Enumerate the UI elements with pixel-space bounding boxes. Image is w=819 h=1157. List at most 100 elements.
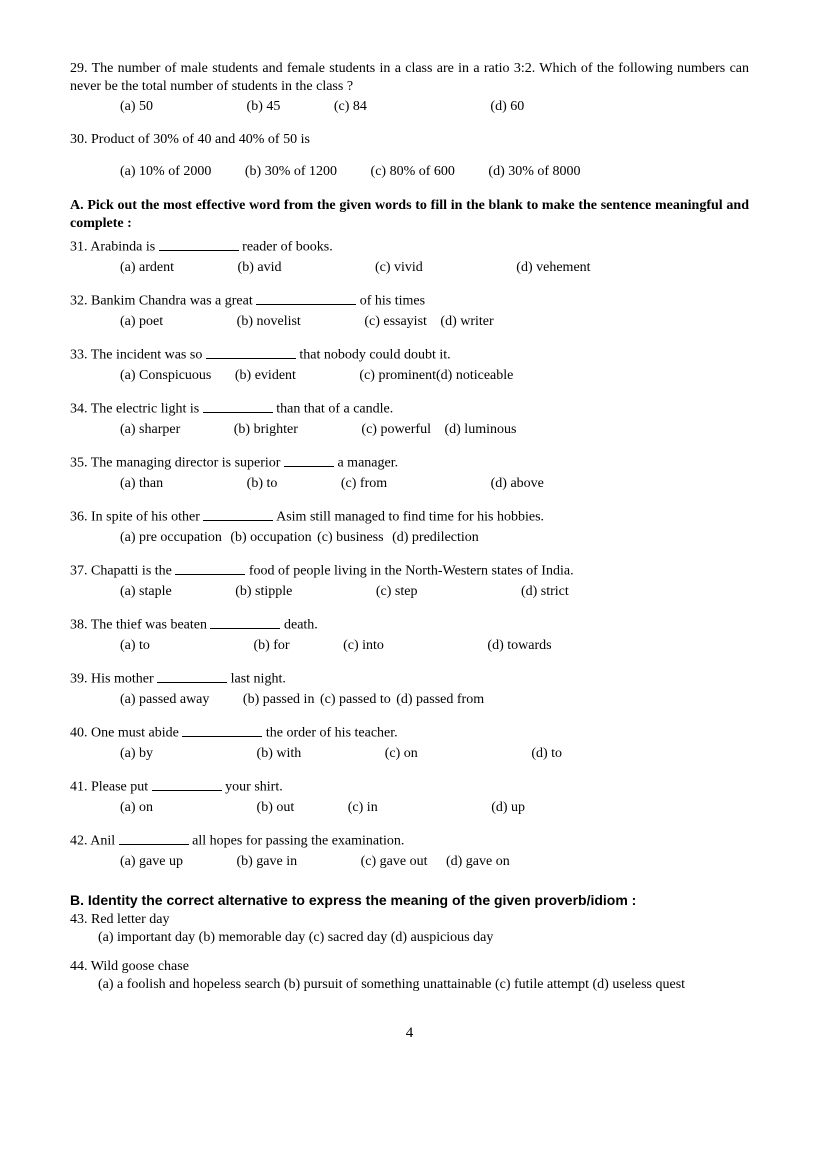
question-text: 33. The incident was so that nobody coul… (70, 345, 749, 365)
question-text: 34. The electric light is than that of a… (70, 399, 749, 419)
option-b: (b) gave in (236, 853, 297, 871)
option-d: (d) luminous (444, 421, 516, 439)
question-text: 37. Chapatti is the food of people livin… (70, 561, 749, 581)
question-text: 42. Anil all hopes for passing the exami… (70, 831, 749, 851)
option-d: (d) noticeable (436, 367, 513, 385)
question-33: 33. The incident was so that nobody coul… (70, 345, 749, 385)
question-number: 42. (70, 834, 88, 849)
option-a: (a) staple (120, 583, 172, 601)
text-pre: Bankim Chandra was a great (91, 294, 256, 309)
section-a-header: A. Pick out the most effective word from… (70, 197, 749, 233)
blank (256, 291, 356, 305)
option-d: (d) up (491, 799, 525, 817)
question-number: 43. (70, 912, 88, 927)
option-d: (d) above (491, 475, 544, 493)
options: (a) important day (b) memorable day (c) … (70, 929, 749, 947)
option-a: (a) gave up (120, 853, 183, 871)
text-post: than that of a candle. (273, 402, 394, 417)
option-a: (a) poet (120, 313, 163, 331)
text-pre: The managing director is superior (91, 456, 284, 471)
text-pre: Arabinda is (90, 240, 158, 255)
question-number: 39. (70, 672, 88, 687)
options: (a) 50 (b) 45 (c) 84 (d) 60 (70, 98, 749, 116)
option-c: (c) on (385, 745, 418, 763)
options: (a) ardent (b) avid (c) vivid (d) veheme… (70, 259, 749, 277)
text-pre: The electric light is (91, 402, 203, 417)
text-pre: His mother (91, 672, 157, 687)
question-text: 29. The number of male students and fema… (70, 60, 749, 96)
question-body: Product of 30% of 40 and 40% of 50 is (91, 132, 310, 147)
option-d: (d) writer (440, 313, 493, 331)
option-c: (c) passed to (320, 691, 391, 709)
question-40: 40. One must abide the order of his teac… (70, 723, 749, 763)
blank (206, 345, 296, 359)
question-37: 37. Chapatti is the food of people livin… (70, 561, 749, 601)
question-44: 44. Wild goose chase (a) a foolish and h… (70, 958, 749, 994)
option-c: (c) from (341, 475, 387, 493)
option-a: (a) by (120, 745, 153, 763)
text-pre: Anil (90, 834, 118, 849)
question-number: 35. (70, 456, 88, 471)
option-a: (a) 50 (120, 98, 153, 116)
options: (a) a foolish and hopeless search (b) pu… (70, 976, 749, 994)
option-d: (d) strict (521, 583, 569, 601)
question-36: 36. In spite of his other Asim still man… (70, 507, 749, 547)
question-text: 44. Wild goose chase (70, 958, 749, 976)
question-number: 37. (70, 564, 88, 579)
question-number: 44. (70, 959, 88, 974)
option-b: (b) 45 (247, 98, 281, 116)
option-b: (b) out (257, 799, 295, 817)
options: (a) gave up (b) gave in (c) gave out (d)… (70, 853, 749, 871)
question-body: Red letter day (91, 912, 170, 927)
option-c: (c) 80% of 600 (371, 163, 455, 181)
option-a: (a) passed away (120, 691, 209, 709)
question-number: 36. (70, 510, 88, 525)
question-body: Wild goose chase (91, 959, 189, 974)
text-pre: One must abide (91, 726, 182, 741)
option-b: (b) 30% of 1200 (245, 163, 337, 181)
option-d: (d) passed from (396, 691, 484, 709)
text-post: Asim still managed to find time for his … (273, 510, 544, 525)
option-c: (c) into (343, 637, 384, 655)
text-post: your shirt. (222, 780, 283, 795)
blank (175, 561, 245, 575)
option-c: (c) step (376, 583, 418, 601)
text-pre: Chapatti is the (91, 564, 175, 579)
question-text: 32. Bankim Chandra was a great of his ti… (70, 291, 749, 311)
option-b: (b) to (247, 475, 278, 493)
text-pre: Please put (91, 780, 152, 795)
blank (159, 237, 239, 251)
option-b: (b) passed in (243, 691, 315, 709)
option-c: (c) 84 (334, 98, 367, 116)
option-b: (b) novelist (237, 313, 301, 331)
option-d: (d) 30% of 8000 (488, 163, 580, 181)
option-a: (a) sharper (120, 421, 180, 439)
question-number: 41. (70, 780, 88, 795)
question-number: 32. (70, 294, 88, 309)
blank (284, 453, 334, 467)
question-text: 35. The managing director is superior a … (70, 453, 749, 473)
text-pre: The incident was so (91, 348, 206, 363)
blank (182, 723, 262, 737)
text-post: the order of his teacher. (262, 726, 397, 741)
text-post: last night. (227, 672, 286, 687)
option-a: (a) than (120, 475, 163, 493)
question-text: 30. Product of 30% of 40 and 40% of 50 i… (70, 131, 749, 149)
question-text: 41. Please put your shirt. (70, 777, 749, 797)
question-number: 40. (70, 726, 88, 741)
text-post: reader of books. (239, 240, 333, 255)
options: (a) pre occupation (b) occupation (c) bu… (70, 529, 749, 547)
option-a: (a) Conspicuous (120, 367, 211, 385)
text-pre: The thief was beaten (91, 618, 211, 633)
option-d: (d) vehement (516, 259, 590, 277)
option-d: (d) towards (487, 637, 551, 655)
blank (157, 669, 227, 683)
option-c: (c) prominent (359, 367, 436, 385)
question-30: 30. Product of 30% of 40 and 40% of 50 i… (70, 131, 749, 181)
question-text: 38. The thief was beaten death. (70, 615, 749, 635)
option-b: (b) occupation (230, 529, 311, 547)
option-c: (c) vivid (375, 259, 423, 277)
question-29: 29. The number of male students and fema… (70, 60, 749, 117)
options: (a) passed away (b) passed in (c) passed… (70, 691, 749, 709)
option-b: (b) stipple (235, 583, 292, 601)
